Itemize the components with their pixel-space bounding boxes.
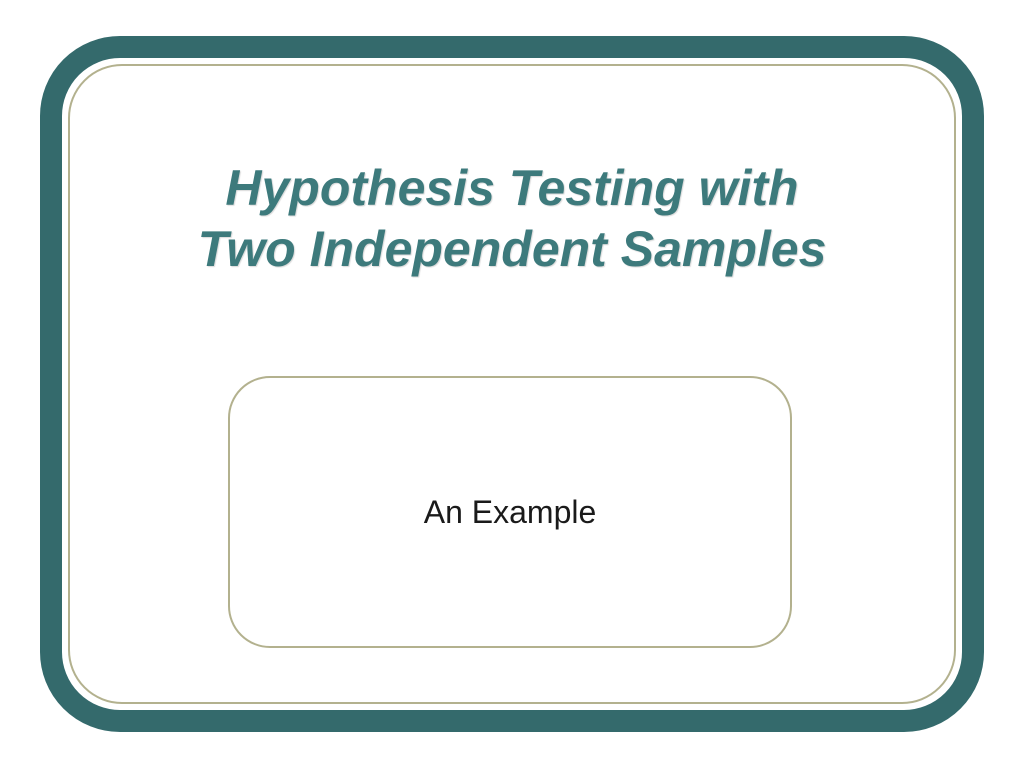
slide-frame: Hypothesis Testing with Two Independent … [40,36,984,732]
slide-title-line1: Hypothesis Testing with [225,160,798,216]
slide-title: Hypothesis Testing with Two Independent … [62,158,962,280]
subtitle-box: An Example [228,376,792,648]
subtitle-text: An Example [424,494,597,531]
slide-title-line2: Two Independent Samples [198,221,827,277]
